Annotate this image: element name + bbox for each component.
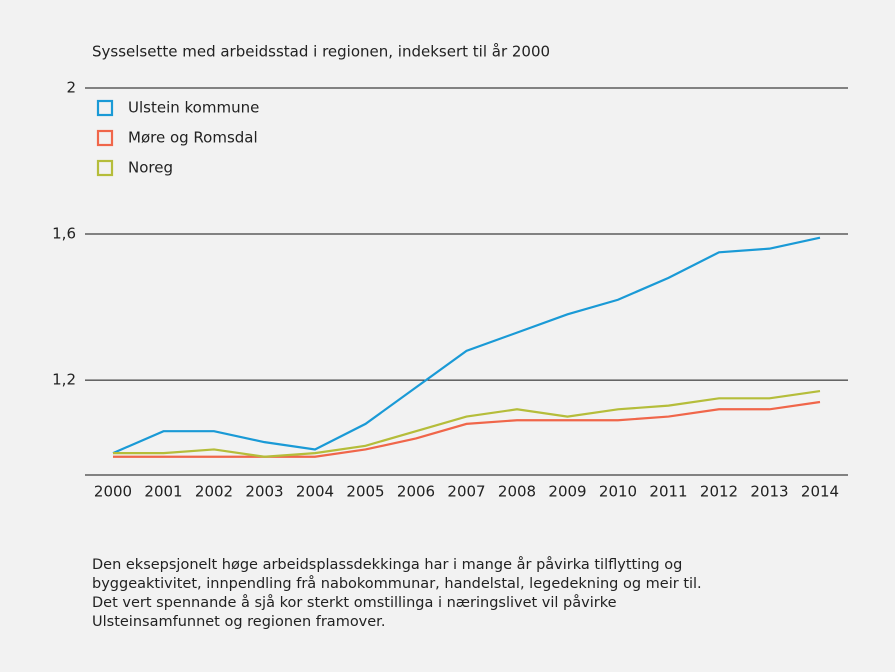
legend-swatch xyxy=(96,99,114,117)
legend-swatch xyxy=(96,159,114,177)
x-tick-label: 2000 xyxy=(94,483,132,501)
x-tick-label: 2009 xyxy=(548,483,586,501)
y-tick-label: 2 xyxy=(66,79,76,97)
x-tick-label: 2002 xyxy=(195,483,233,501)
chart: Sysselsette med arbeidsstad i regionen, … xyxy=(52,43,848,501)
series-line xyxy=(113,400,821,458)
x-tick-label: 2011 xyxy=(649,483,687,501)
chart-title: Sysselsette med arbeidsstad i regionen, … xyxy=(92,43,550,61)
x-tick-label: 2007 xyxy=(447,483,485,501)
legend-swatch xyxy=(96,129,114,147)
x-tick-label: 2003 xyxy=(245,483,283,501)
caption: Den eksepsjonelt høge arbeidsplassdekkin… xyxy=(92,557,702,630)
x-tick-label: 2010 xyxy=(599,483,637,501)
y-tick-label: 1,6 xyxy=(52,225,76,243)
series-line xyxy=(112,236,821,455)
legend-label: Møre og Romsdal xyxy=(128,129,258,147)
x-tick-label: 2014 xyxy=(801,483,839,501)
legend-label: Noreg xyxy=(128,159,173,177)
x-tick-label: 2013 xyxy=(750,483,788,501)
x-tick-label: 2005 xyxy=(346,483,384,501)
x-tick-label: 2008 xyxy=(498,483,536,501)
x-tick-label: 2006 xyxy=(397,483,435,501)
x-tick-label: 2004 xyxy=(296,483,334,501)
series-line xyxy=(113,389,821,458)
y-tick-label: 1,2 xyxy=(52,371,76,389)
x-tick-label: 2001 xyxy=(144,483,182,501)
x-tick-label: 2012 xyxy=(700,483,738,501)
legend-label: Ulstein kommune xyxy=(128,99,259,117)
